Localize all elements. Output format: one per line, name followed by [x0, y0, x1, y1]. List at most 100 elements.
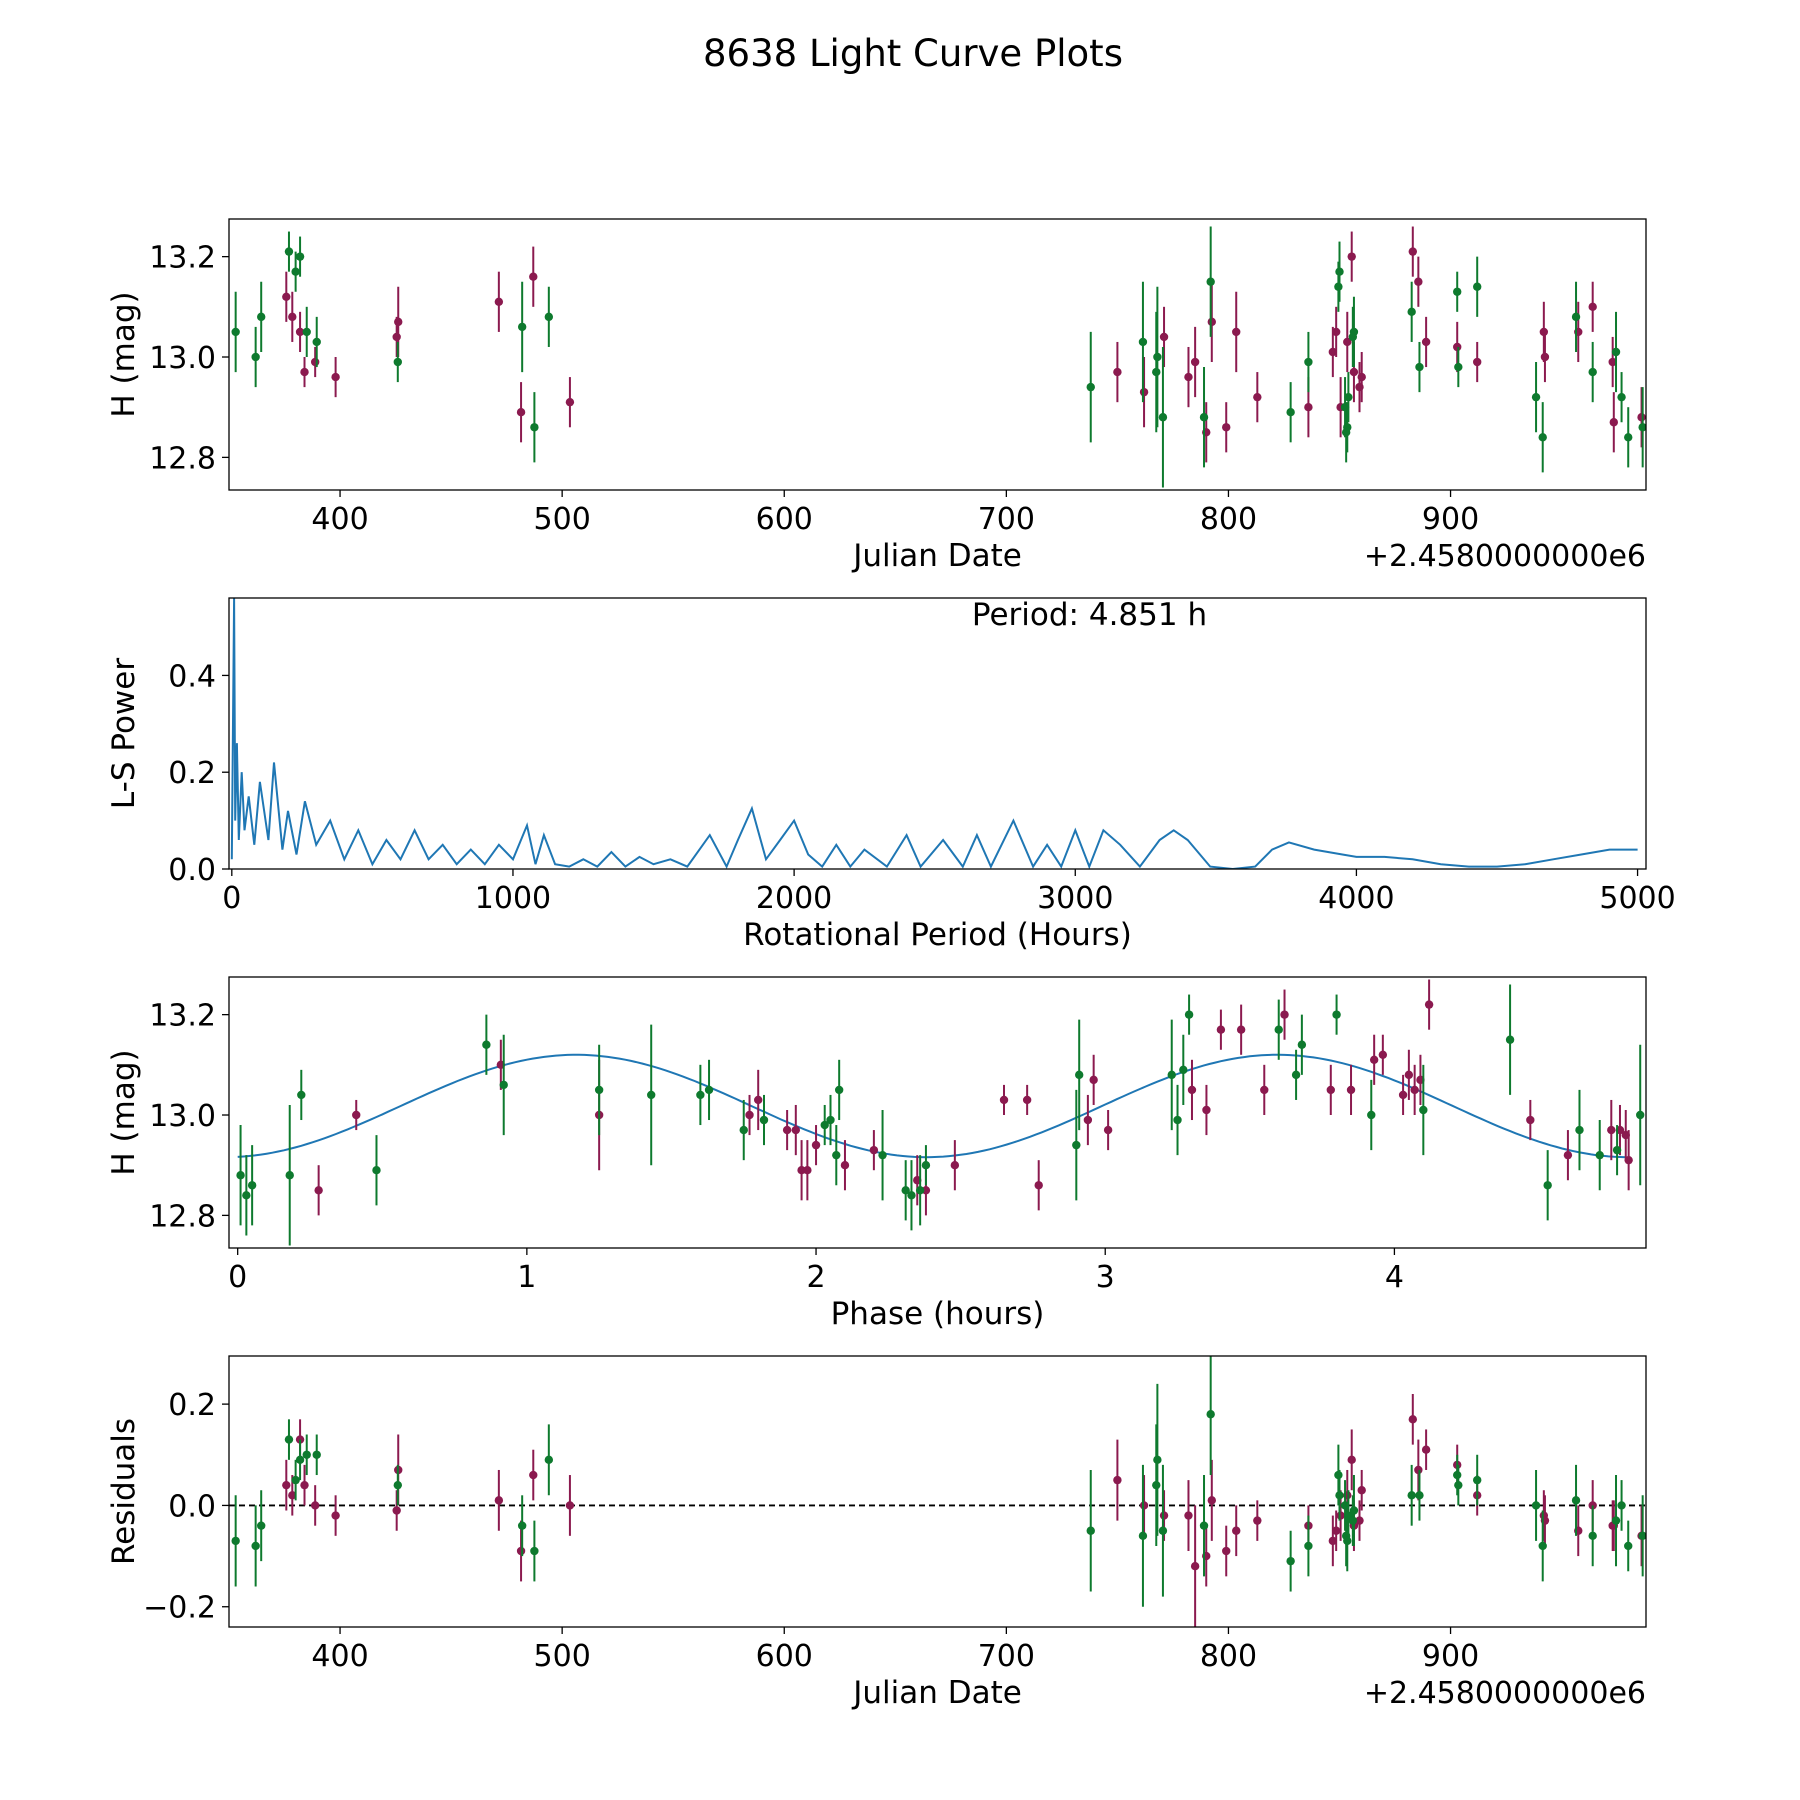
- data-point: [1222, 1546, 1231, 1556]
- data-point: [1473, 1475, 1482, 1485]
- data-point: [310, 357, 320, 367]
- axes-frame: [228, 1355, 1647, 1628]
- data-point: [1540, 352, 1550, 362]
- x-tick-label: 400: [311, 502, 368, 537]
- data-point: [1184, 372, 1193, 382]
- data-point: [1357, 372, 1366, 382]
- y-tick-label: 13.0: [149, 341, 216, 376]
- data-point: [1408, 247, 1417, 256]
- data-point: [1531, 1501, 1541, 1510]
- data-point: [1454, 1480, 1463, 1490]
- data-point: [1421, 1445, 1431, 1454]
- data-point: [1153, 352, 1162, 362]
- data-point: [1253, 1516, 1262, 1525]
- data-point: [1638, 423, 1646, 432]
- data-point: [310, 1501, 320, 1510]
- x-tick-label: 0: [222, 881, 241, 916]
- data-point: [1473, 282, 1482, 291]
- data-point: [530, 1546, 539, 1556]
- data-point: [921, 1186, 931, 1195]
- data-point: [1343, 1536, 1352, 1546]
- data-point: [1152, 367, 1161, 377]
- x-tick-label: 600: [756, 1639, 813, 1674]
- data-point: [231, 1536, 240, 1546]
- data-point: [754, 1095, 763, 1105]
- data-point: [1408, 1415, 1417, 1424]
- plot-area-periodogram: [230, 598, 1638, 869]
- data-point: [1588, 367, 1597, 377]
- periodogram-line: [230, 598, 1638, 869]
- y-tick-label: 0.0: [168, 853, 216, 888]
- data-point: [1034, 1181, 1043, 1190]
- data-point: [1617, 392, 1626, 402]
- x-tick-label: 700: [978, 1639, 1035, 1674]
- data-point: [1414, 277, 1423, 286]
- data-point: [1216, 1025, 1226, 1034]
- axes-frame: [228, 597, 1647, 870]
- data-point: [1086, 1526, 1095, 1535]
- x-tick-label: 700: [978, 502, 1035, 537]
- data-point: [1232, 1526, 1241, 1535]
- x-axis-label: Rotational Period (Hours): [743, 917, 1132, 953]
- data-point: [1624, 433, 1633, 442]
- data-point: [1637, 413, 1646, 422]
- data-point: [1184, 1010, 1194, 1019]
- x-tick-label: 800: [1200, 502, 1257, 537]
- data-point: [1190, 1562, 1200, 1571]
- data-point: [907, 1191, 916, 1200]
- data-point: [834, 1085, 844, 1095]
- data-point: [312, 1450, 321, 1459]
- data-point: [869, 1145, 879, 1155]
- data-point: [517, 322, 527, 332]
- data-point: [251, 1541, 260, 1551]
- data-point: [840, 1160, 850, 1170]
- data-point: [394, 317, 403, 327]
- data-point: [1538, 433, 1547, 442]
- x-tick-label: 0: [228, 1260, 247, 1295]
- data-point: [1563, 1150, 1573, 1160]
- data-point: [494, 1496, 504, 1505]
- data-point: [1159, 1511, 1169, 1520]
- x-tick-label: 5000: [1599, 881, 1675, 916]
- axes-frame: [228, 976, 1647, 1249]
- data-point: [529, 272, 538, 281]
- data-point: [1347, 1455, 1356, 1465]
- data-point: [1369, 1055, 1379, 1065]
- data-point: [999, 1095, 1009, 1105]
- data-point: [791, 1125, 800, 1135]
- data-point: [565, 1501, 575, 1510]
- data-point: [1139, 1501, 1149, 1510]
- data-point: [820, 1120, 829, 1130]
- data-point: [1410, 1085, 1419, 1095]
- data-point: [544, 1455, 554, 1465]
- x-axis-label: Phase (hours): [831, 1296, 1045, 1332]
- data-point: [594, 1085, 604, 1095]
- data-point: [1184, 1511, 1193, 1520]
- x-tick-label: 600: [756, 502, 813, 537]
- data-point: [1022, 1095, 1032, 1105]
- data-point: [1260, 1085, 1269, 1095]
- data-point: [1331, 1526, 1341, 1535]
- data-point: [1190, 357, 1200, 367]
- data-point: [1335, 267, 1344, 276]
- data-point: [1086, 382, 1095, 392]
- data-point: [1206, 277, 1215, 286]
- x-tick-label: 4: [1385, 1260, 1404, 1295]
- data-point: [1199, 413, 1209, 422]
- data-point: [393, 357, 402, 367]
- data-point: [565, 397, 575, 407]
- data-point: [1343, 423, 1352, 432]
- data-point: [231, 327, 240, 337]
- data-point: [516, 1546, 526, 1556]
- data-point: [1331, 327, 1341, 337]
- data-point: [1274, 1025, 1283, 1034]
- data-point: [302, 1450, 311, 1459]
- data-point: [803, 1166, 812, 1175]
- data-point: [1414, 1465, 1423, 1475]
- y-tick-label: −0.2: [143, 1591, 216, 1626]
- data-point: [482, 1040, 491, 1049]
- data-point: [1304, 402, 1313, 412]
- data-point: [950, 1160, 960, 1170]
- y-tick-label: 13.0: [149, 1099, 216, 1134]
